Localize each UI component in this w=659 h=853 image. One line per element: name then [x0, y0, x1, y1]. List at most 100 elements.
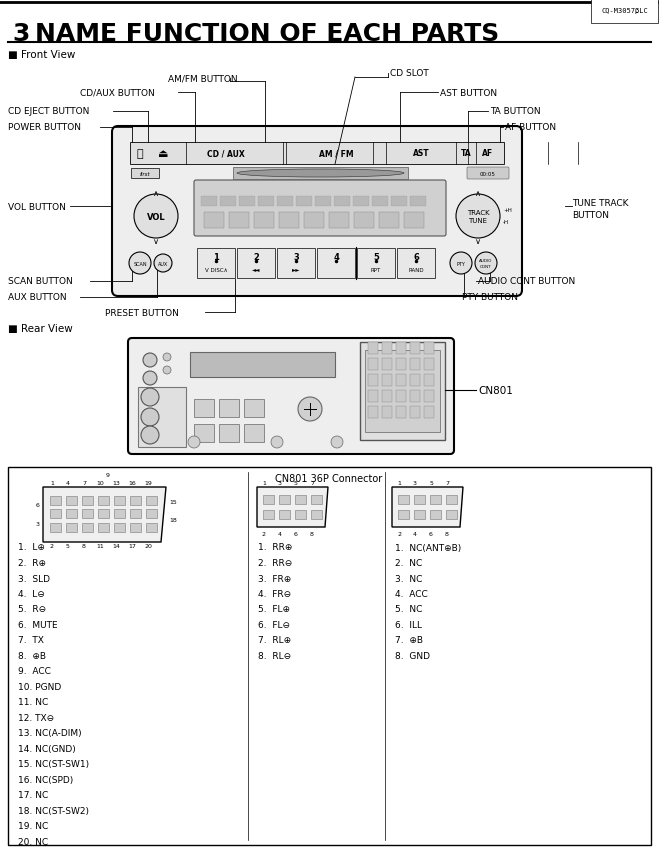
Text: 3.  NC: 3. NC [395, 574, 422, 583]
Text: PTY: PTY [457, 261, 465, 266]
Bar [98, 509, 109, 519]
Text: 00:05: 00:05 [480, 171, 496, 177]
Text: SCAN: SCAN [133, 261, 147, 266]
Text: 8.  GND: 8. GND [395, 651, 430, 660]
FancyBboxPatch shape [467, 168, 509, 180]
Text: AF BUTTON: AF BUTTON [505, 124, 556, 132]
Text: 3.  SLD: 3. SLD [18, 574, 50, 583]
Text: 14: 14 [112, 544, 120, 548]
Circle shape [154, 255, 172, 273]
Text: TA BUTTON: TA BUTTON [490, 107, 540, 116]
Text: AUDIO CONT BUTTON: AUDIO CONT BUTTON [478, 277, 575, 286]
Text: 19: 19 [144, 481, 152, 486]
Bar [114, 509, 125, 519]
Text: ∨: ∨ [475, 236, 481, 245]
Text: 7: 7 [82, 481, 86, 486]
Bar [194, 399, 214, 417]
Text: 11: 11 [96, 544, 104, 548]
Text: 15: 15 [169, 500, 177, 505]
Bar [446, 510, 457, 519]
Bar [410, 197, 426, 206]
Bar [368, 374, 378, 386]
Text: 1: 1 [262, 481, 266, 486]
Circle shape [163, 354, 171, 362]
Bar [382, 374, 392, 386]
Circle shape [475, 252, 497, 275]
Bar [379, 212, 399, 229]
Text: 11. NC: 11. NC [18, 698, 48, 706]
Text: CN801 36P Connector: CN801 36P Connector [275, 473, 383, 484]
FancyBboxPatch shape [112, 127, 522, 297]
Text: 4.  FR⊖: 4. FR⊖ [258, 589, 291, 598]
Bar [414, 496, 425, 504]
Bar [66, 509, 77, 519]
Bar [66, 496, 77, 506]
Text: 20. NC: 20. NC [18, 837, 48, 846]
Text: first: first [140, 171, 150, 177]
Bar [82, 509, 93, 519]
Text: TA: TA [461, 149, 471, 159]
Circle shape [271, 437, 283, 449]
Text: ◄◄: ◄◄ [252, 267, 260, 272]
Text: 5.  R⊖: 5. R⊖ [18, 605, 46, 614]
Text: PTY BUTTON: PTY BUTTON [462, 293, 518, 301]
Bar [263, 496, 274, 504]
Bar [197, 249, 235, 279]
Text: 1: 1 [50, 481, 54, 486]
Text: -H: -H [503, 220, 509, 225]
Text: 2: 2 [50, 544, 54, 548]
Text: 16. NC(SPD): 16. NC(SPD) [18, 775, 73, 784]
Bar [244, 399, 264, 417]
Bar [396, 343, 406, 355]
Bar [98, 496, 109, 506]
Bar [219, 399, 239, 417]
Text: 6.  ILL: 6. ILL [395, 620, 422, 630]
Bar [396, 358, 406, 370]
Bar [130, 509, 141, 519]
Text: 8.  ⊕B: 8. ⊕B [18, 651, 46, 660]
Text: CQ-M3057βLC: CQ-M3057βLC [601, 8, 648, 14]
Text: 20: 20 [144, 544, 152, 548]
Text: 3: 3 [36, 521, 40, 526]
Text: 9.  ACC: 9. ACC [18, 667, 51, 676]
Bar [404, 212, 424, 229]
Text: 2: 2 [262, 532, 266, 537]
Bar [82, 496, 93, 506]
Text: 3: 3 [12, 22, 30, 46]
Bar [360, 343, 445, 440]
Bar [114, 524, 125, 532]
Text: 8: 8 [310, 532, 314, 537]
Bar [424, 391, 434, 403]
Bar [410, 343, 420, 355]
Text: 2.  R⊕: 2. R⊕ [18, 559, 46, 567]
Text: VOL: VOL [147, 212, 165, 221]
Text: CD/AUX BUTTON: CD/AUX BUTTON [80, 89, 155, 97]
Bar [410, 358, 420, 370]
Bar [146, 496, 157, 506]
Text: 19. NC: 19. NC [18, 821, 48, 831]
Text: ■ Front View: ■ Front View [8, 50, 75, 60]
Bar [237, 249, 275, 279]
Bar [220, 197, 236, 206]
Text: AST BUTTON: AST BUTTON [440, 89, 497, 97]
Bar [204, 212, 224, 229]
Bar [354, 212, 374, 229]
Text: AUX: AUX [158, 261, 168, 266]
Bar [365, 351, 440, 432]
Bar [410, 374, 420, 386]
Text: ∧: ∧ [475, 189, 481, 197]
Bar [219, 425, 239, 443]
Bar [424, 358, 434, 370]
Text: 2: 2 [397, 532, 401, 537]
Bar [66, 524, 77, 532]
Bar [315, 197, 331, 206]
Text: RAND: RAND [408, 267, 424, 272]
Text: 1: 1 [397, 481, 401, 486]
Bar [138, 387, 186, 448]
Bar [357, 249, 395, 279]
Text: 16: 16 [128, 481, 136, 486]
Text: 7: 7 [445, 481, 449, 486]
Text: TUNE: TUNE [469, 218, 488, 223]
Bar [244, 425, 264, 443]
Text: 7: 7 [310, 481, 314, 486]
